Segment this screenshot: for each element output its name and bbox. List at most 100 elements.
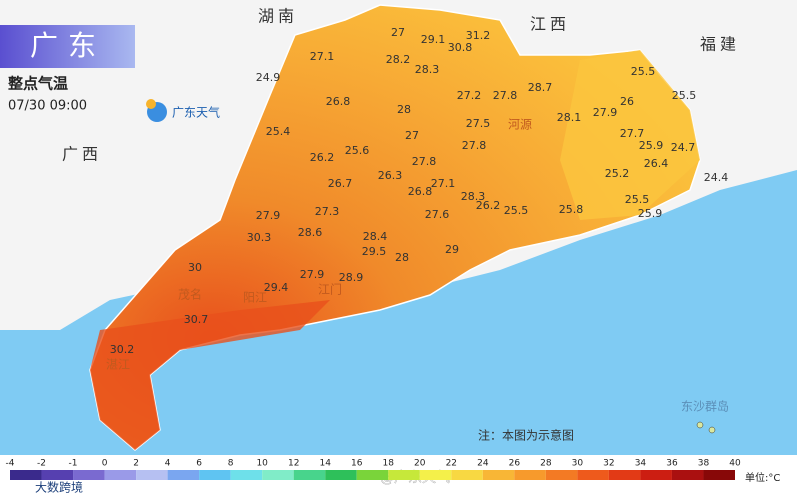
temperature-reading: 28.6 bbox=[298, 226, 323, 239]
city-label: 河源 bbox=[508, 118, 532, 132]
legend-tick-label: 6 bbox=[196, 459, 202, 469]
temperature-reading: 29 bbox=[445, 243, 459, 256]
note: 注：本图为示意图 bbox=[478, 428, 574, 443]
temperature-reading: 26.4 bbox=[644, 157, 669, 170]
subtitle: 整点气温 bbox=[8, 75, 68, 93]
legend-swatch bbox=[514, 470, 546, 480]
temperature-reading: 27.5 bbox=[466, 117, 491, 130]
temperature-reading: 25.5 bbox=[631, 65, 656, 78]
logo-text: 广东天气 bbox=[172, 105, 220, 120]
temperature-reading: 31.2 bbox=[466, 29, 491, 42]
legend-swatch bbox=[199, 470, 231, 480]
legend-tick-label: 36 bbox=[666, 459, 678, 469]
sea bbox=[0, 170, 797, 455]
temperature-reading: 27.3 bbox=[315, 205, 340, 218]
legend-tick-label: 18 bbox=[383, 459, 395, 469]
temperature-reading: 29.1 bbox=[421, 33, 446, 46]
temperature-reading: 26.7 bbox=[328, 177, 353, 190]
temperature-reading: 25.5 bbox=[672, 89, 697, 102]
legend-unit: 单位:°C bbox=[745, 471, 780, 484]
temperature-reading: 24.9 bbox=[256, 71, 281, 84]
legend-swatch bbox=[41, 470, 74, 480]
temperature-reading: 25.9 bbox=[638, 207, 663, 220]
legend-tick-label: 14 bbox=[319, 459, 331, 469]
temperature-reading: 27.7 bbox=[620, 127, 645, 140]
legend-tick-label: 28 bbox=[540, 459, 552, 469]
legend-tick-label: 8 bbox=[228, 459, 234, 469]
city-label: 茂名 bbox=[178, 287, 202, 302]
temperature-reading: 25.5 bbox=[504, 204, 529, 217]
city-label: 东沙群岛 bbox=[681, 399, 729, 414]
temperature-reading: 28.7 bbox=[528, 81, 553, 94]
temperature-reading: 30.3 bbox=[247, 231, 272, 244]
legend-tick-label: 4 bbox=[165, 459, 171, 469]
legend-swatch bbox=[671, 470, 704, 480]
island bbox=[696, 421, 704, 429]
temperature-reading: 25.5 bbox=[625, 193, 650, 206]
legend-swatch bbox=[230, 470, 263, 480]
legend-tick-label: 30 bbox=[572, 459, 584, 469]
temperature-reading: 28.9 bbox=[339, 271, 364, 284]
province-label: 广西 bbox=[62, 145, 102, 164]
temperature-reading: 24.7 bbox=[671, 141, 696, 154]
legend-tick-label: 38 bbox=[698, 459, 710, 469]
legend-tick-label: -1 bbox=[69, 459, 78, 469]
temperature-reading: 28 bbox=[397, 103, 411, 116]
east-region bbox=[560, 50, 700, 220]
temperature-reading: 27.6 bbox=[425, 208, 450, 221]
temperature-reading: 30.7 bbox=[184, 313, 209, 326]
temperature-reading: 30.2 bbox=[110, 343, 135, 356]
province-label: 湖南 bbox=[258, 7, 298, 26]
legend-swatch bbox=[482, 470, 515, 480]
temperature-reading: 28 bbox=[395, 251, 409, 264]
logo-sun bbox=[146, 99, 156, 109]
temperature-reading: 26.2 bbox=[476, 199, 501, 212]
legend-swatch bbox=[293, 470, 326, 480]
temperature-reading: 25.4 bbox=[266, 125, 291, 138]
temperature-reading: 27.2 bbox=[457, 89, 482, 102]
legend-swatch bbox=[640, 470, 672, 480]
legend-tick-label: 24 bbox=[477, 459, 489, 469]
temperature-reading: 27.9 bbox=[300, 268, 325, 281]
temperature-reading: 26.3 bbox=[378, 169, 403, 182]
temperature-reading: 26.8 bbox=[408, 185, 433, 198]
legend-swatch bbox=[167, 470, 200, 480]
temperature-reading: 25.8 bbox=[559, 203, 584, 216]
legend-tick-label: 34 bbox=[635, 459, 647, 469]
title: 广东 bbox=[30, 29, 106, 62]
legend-swatch bbox=[703, 470, 735, 480]
legend-tick-label: 12 bbox=[288, 459, 299, 469]
title-box bbox=[0, 25, 135, 68]
legend-swatch bbox=[136, 470, 168, 480]
legend-swatch bbox=[325, 470, 357, 480]
temperature-reading: 29.4 bbox=[264, 281, 289, 294]
legend-tick-label: 0 bbox=[102, 459, 108, 469]
temperature-reading: 28.2 bbox=[386, 53, 411, 66]
temperature-reading: 30.8 bbox=[448, 41, 473, 54]
legend-tick-label: 20 bbox=[414, 459, 426, 469]
legend-swatch bbox=[356, 470, 389, 480]
temperature-reading: 27.1 bbox=[310, 50, 335, 63]
temperature-reading: 28.3 bbox=[461, 190, 486, 203]
legend-tick-label: 10 bbox=[256, 459, 268, 469]
province-label: 福建 bbox=[700, 35, 740, 54]
temperature-reading: 28.1 bbox=[557, 111, 582, 124]
temperature-reading: 28.3 bbox=[415, 63, 440, 76]
temperature-reading: 25.6 bbox=[345, 144, 370, 157]
brand: 大数跨境 bbox=[35, 480, 83, 495]
legend-swatch bbox=[10, 470, 42, 480]
legend-tick-label: -4 bbox=[6, 459, 15, 469]
temperature-reading: 25.2 bbox=[605, 167, 630, 180]
city-label: 湛江 bbox=[106, 358, 130, 372]
temperature-reading: 24.4 bbox=[704, 171, 729, 184]
legend-swatch bbox=[577, 470, 609, 480]
legend-swatch bbox=[73, 470, 105, 480]
legend-swatch bbox=[419, 470, 452, 480]
legend-tick-label: 16 bbox=[351, 459, 363, 469]
west-region bbox=[90, 300, 330, 450]
temperature-reading: 27.9 bbox=[593, 106, 618, 119]
temperature-reading: 25.9 bbox=[639, 139, 664, 152]
city-label: 阳江 bbox=[243, 291, 267, 305]
temperature-reading: 26.8 bbox=[326, 95, 351, 108]
